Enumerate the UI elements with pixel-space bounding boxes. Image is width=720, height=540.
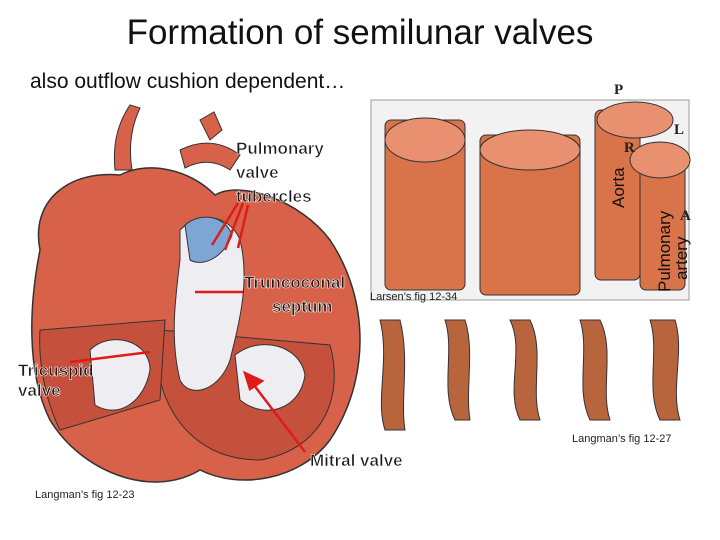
subtitle: also outflow cushion dependent… xyxy=(30,70,345,93)
label-l: L xyxy=(674,122,684,138)
tricuspid-valve-label: Tricuspid valve xyxy=(18,361,98,400)
credit: Langman’s fig 12-27 xyxy=(572,433,671,445)
cross-section-illustration xyxy=(370,99,691,301)
heart-illustration xyxy=(31,104,361,483)
truncoconal-septum-label: Truncoconal septum xyxy=(244,273,350,316)
credit: Larsen’s fig 12-34 xyxy=(370,291,457,303)
label-a: A xyxy=(680,208,691,224)
pointers xyxy=(69,202,306,453)
cushion-illustration xyxy=(379,319,681,431)
label-r: R xyxy=(624,140,635,156)
credit: Langman’s fig 12-23 xyxy=(35,489,134,501)
pulmonary-valve-tubercles-label: Pulmonary valve tubercles xyxy=(236,139,329,206)
label-p: P xyxy=(614,82,623,98)
pulmonary-artery-label: Pulmonary artery xyxy=(655,206,691,292)
aorta-label: Aorta xyxy=(609,167,628,208)
mitral-valve-label: Mitral valve xyxy=(310,451,403,470)
title: Formation of semilunar valves xyxy=(127,13,594,52)
